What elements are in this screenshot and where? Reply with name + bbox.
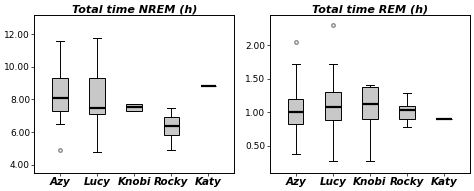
Title: Total time REM (h): Total time REM (h) [312, 4, 428, 14]
PathPatch shape [90, 78, 105, 114]
PathPatch shape [127, 104, 142, 111]
PathPatch shape [362, 87, 378, 119]
PathPatch shape [288, 99, 303, 124]
PathPatch shape [52, 78, 68, 111]
PathPatch shape [325, 92, 340, 120]
PathPatch shape [164, 117, 179, 135]
PathPatch shape [399, 106, 415, 119]
Title: Total time NREM (h): Total time NREM (h) [72, 4, 197, 14]
